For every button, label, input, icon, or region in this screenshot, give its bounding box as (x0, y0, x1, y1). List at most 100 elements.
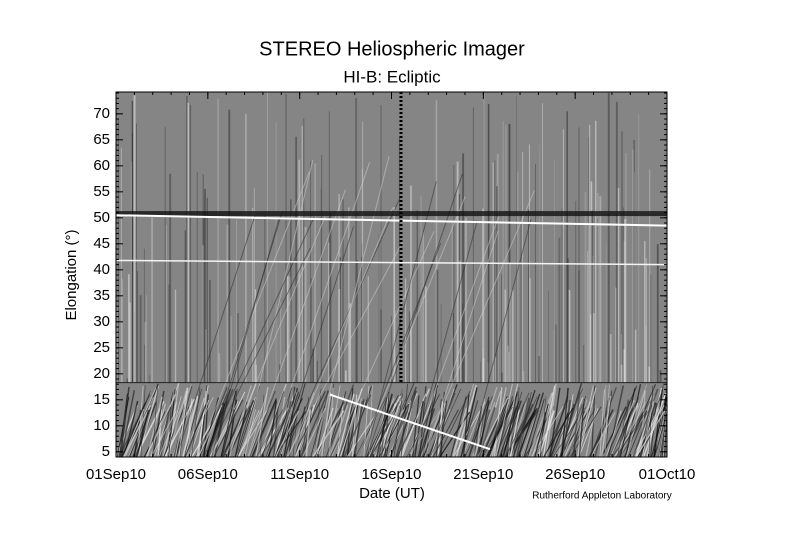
streak (157, 408, 163, 458)
streak (305, 409, 311, 458)
streak (617, 399, 629, 458)
streak (414, 401, 424, 458)
streak (255, 409, 284, 458)
streak (165, 396, 182, 458)
streak (424, 230, 499, 458)
streak (412, 220, 478, 458)
streak (389, 386, 417, 458)
streak (152, 390, 165, 458)
streak (562, 399, 571, 458)
y-tick-label: 40 (93, 261, 110, 278)
streak (321, 392, 332, 458)
streak (152, 385, 159, 458)
streak (120, 405, 127, 458)
streak (439, 400, 448, 458)
streak (577, 387, 597, 458)
streak (615, 410, 648, 458)
streak (477, 400, 490, 458)
streak (238, 407, 263, 458)
streak (287, 207, 394, 458)
jmap-image (115, 92, 668, 458)
streak (410, 216, 499, 458)
streak (375, 393, 393, 458)
streak (468, 396, 490, 458)
streak (235, 409, 252, 458)
streak (368, 398, 395, 458)
streak (632, 388, 659, 458)
streak (267, 394, 297, 458)
band (115, 259, 668, 266)
streak (516, 397, 530, 458)
streak (590, 412, 616, 458)
streak (419, 408, 436, 458)
streak (528, 392, 553, 458)
x-tick-label: 06Sep10 (178, 466, 238, 483)
credit: Rutherford Appleton Laboratory (532, 491, 672, 502)
streak (185, 398, 193, 458)
streak (585, 405, 597, 458)
x-tick-label: 16Sep10 (361, 466, 421, 483)
streak (648, 385, 654, 458)
streak (343, 394, 372, 458)
streak (601, 395, 612, 458)
streak (642, 400, 654, 458)
streak (605, 410, 622, 458)
streak (368, 385, 373, 458)
y-tick-label: 65 (93, 131, 110, 148)
streak (607, 385, 625, 458)
streak (450, 396, 467, 458)
streak (212, 391, 246, 458)
streak (543, 407, 574, 458)
streak (569, 406, 602, 458)
streak (475, 398, 486, 458)
streak (625, 383, 642, 458)
streak (619, 404, 653, 458)
streak (395, 390, 417, 458)
streak (548, 395, 569, 458)
streak (354, 400, 363, 458)
streak (329, 404, 349, 458)
streak (572, 391, 581, 458)
streak (651, 397, 668, 458)
streak (501, 400, 522, 458)
streak (283, 197, 401, 458)
streak (534, 403, 549, 458)
streak (286, 241, 403, 458)
streak (120, 390, 136, 458)
x-axis-label: Date (UT) (359, 485, 425, 502)
streak (499, 400, 520, 458)
streak (493, 387, 503, 458)
streak (468, 219, 532, 458)
streak (527, 398, 545, 458)
streak (551, 388, 584, 458)
streak (179, 410, 187, 458)
streak (437, 390, 471, 458)
streak (616, 402, 646, 458)
streak (654, 412, 668, 458)
streak (537, 399, 553, 458)
streak (191, 387, 201, 458)
y-tick-label: 15 (93, 391, 110, 408)
streak (168, 389, 176, 458)
streak (589, 387, 617, 458)
streak (247, 393, 268, 458)
streak (381, 406, 400, 458)
streak (625, 390, 646, 458)
streak (346, 404, 359, 458)
streak (209, 402, 241, 458)
streak (234, 408, 247, 458)
y-tick-label: 70 (93, 105, 110, 122)
streak (339, 388, 363, 458)
streak (251, 398, 277, 458)
streak (439, 411, 471, 458)
streak (224, 216, 326, 458)
streak (487, 409, 508, 458)
streak (477, 409, 485, 458)
streak (640, 391, 646, 458)
streak (279, 226, 354, 458)
streak (144, 411, 166, 458)
streak (122, 404, 152, 458)
streak (401, 393, 427, 458)
streak (620, 384, 648, 458)
